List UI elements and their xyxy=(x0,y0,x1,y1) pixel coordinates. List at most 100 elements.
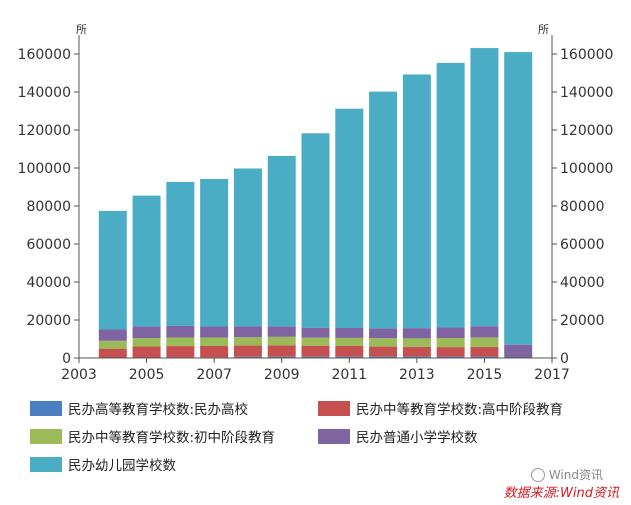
y-tick-label-right: 20000 xyxy=(560,313,605,329)
bar-segment-2011-s3 xyxy=(335,327,364,338)
y-tick-label-right: 100000 xyxy=(560,161,613,177)
bar-segment-2014-s3 xyxy=(436,327,465,338)
bar-segment-2015-s2 xyxy=(470,337,499,347)
bar-segment-2008-s1 xyxy=(233,345,262,357)
bar-segment-2012-s0 xyxy=(369,356,398,358)
y-unit-label-left: 所 xyxy=(76,23,87,36)
bar-segment-2006-s3 xyxy=(166,325,195,338)
bar-segment-2008-s3 xyxy=(233,326,262,338)
legend-item-high-school: 民办中等教育学校数:高中阶段教育 xyxy=(318,398,563,418)
legend-label: 民办幼儿园学校数 xyxy=(68,458,176,474)
bar-segment-2016-s3 xyxy=(504,344,533,358)
bar-segment-2014-s4 xyxy=(436,62,465,328)
y-tick-label-right: 160000 xyxy=(560,47,613,63)
bar-segment-2005-s4 xyxy=(132,195,161,327)
bar-segment-2010-s1 xyxy=(301,345,330,357)
bars-layer xyxy=(98,48,533,358)
legend-label: 民办普通小学学校数 xyxy=(356,430,478,446)
x-tick-label: 2011 xyxy=(331,367,367,383)
y-tick-label-left: 40000 xyxy=(26,275,71,291)
y-tick-label-left: 140000 xyxy=(18,85,71,101)
bar-segment-2011-s4 xyxy=(335,108,364,328)
bar-segment-2005-s2 xyxy=(132,338,161,347)
legend-swatch xyxy=(318,400,350,416)
bar-segment-2011-s0 xyxy=(335,356,364,358)
bar-segment-2008-s0 xyxy=(233,356,262,358)
bar-segment-2013-s4 xyxy=(402,74,431,329)
bar-segment-2007-s3 xyxy=(200,326,229,338)
bar-segment-2015-s4 xyxy=(470,48,499,327)
x-tick-label: 2015 xyxy=(467,367,503,383)
legend-label: 民办中等教育学校数:高中阶段教育 xyxy=(356,402,564,418)
y-tick-label-right: 40000 xyxy=(560,275,605,291)
bar-segment-2009-s4 xyxy=(267,155,296,327)
bar-segment-2010-s2 xyxy=(301,337,330,346)
y-unit-label-right: 所 xyxy=(538,23,549,36)
bar-segment-2007-s2 xyxy=(200,337,229,347)
y-tick-label-right: 140000 xyxy=(560,85,613,101)
y-tick-label-right: 80000 xyxy=(560,199,605,215)
bar-segment-2004-s2 xyxy=(98,340,127,349)
watermark-text: Wind资讯 xyxy=(548,468,603,482)
y-tick-label-left: 20000 xyxy=(26,313,71,329)
y-tick-label-left: 160000 xyxy=(18,47,71,63)
bar-segment-2011-s2 xyxy=(335,337,364,347)
bar-segment-2016-s4 xyxy=(504,52,533,345)
bar-segment-2004-s4 xyxy=(98,210,127,330)
legend-label: 民办高等教育学校数:民办高校 xyxy=(68,402,249,418)
bar-segment-2006-s1 xyxy=(166,346,195,358)
bar-segment-2012-s4 xyxy=(369,91,398,329)
bar-segment-2011-s1 xyxy=(335,346,364,357)
legend-swatch xyxy=(318,428,350,444)
x-tick-label: 2017 xyxy=(534,367,570,383)
bar-segment-2007-s4 xyxy=(200,179,229,327)
legend-item-primary: 民办普通小学学校数 xyxy=(318,426,478,446)
axes-layer: 0 0 20000 20000 40000 40000 60000 60000 80000 800… xyxy=(18,23,614,383)
bar-segment-2004-s1 xyxy=(98,348,127,358)
bar-segment-2005-s1 xyxy=(132,346,161,358)
y-tick-label-right: 120000 xyxy=(560,123,613,139)
bar-segment-2010-s4 xyxy=(301,133,330,328)
bar-segment-2013-s1 xyxy=(402,346,431,357)
legend-swatch xyxy=(30,456,62,472)
bar-segment-2004-s3 xyxy=(98,329,127,341)
bar-segment-2006-s2 xyxy=(166,337,195,347)
bar-segment-2008-s2 xyxy=(233,337,262,346)
y-tick-label-left: 100000 xyxy=(18,161,71,177)
x-tick-label: 2013 xyxy=(399,367,435,383)
y-tick-label-left: 60000 xyxy=(26,237,71,253)
bar-segment-2012-s3 xyxy=(369,328,398,339)
bar-segment-2015-s0 xyxy=(470,356,499,358)
legend-item-university: 民办高等教育学校数:民办高校 xyxy=(30,398,248,418)
y-tick-label-left: 0 xyxy=(62,351,71,367)
bar-segment-2005-s3 xyxy=(132,326,161,339)
bar-segment-2010-s0 xyxy=(301,356,330,358)
bar-segment-2014-s0 xyxy=(436,356,465,358)
legend-label: 民办中等教育学校数:初中阶段教育 xyxy=(68,430,276,446)
legend-item-kindergarten: 民办幼儿园学校数 xyxy=(30,454,176,474)
bar-segment-2015-s3 xyxy=(470,326,499,338)
legend-swatch xyxy=(30,428,62,444)
bar-segment-2009-s3 xyxy=(267,326,296,337)
bar-segment-2012-s2 xyxy=(369,338,398,347)
bar-segment-2015-s1 xyxy=(470,346,499,357)
bar-segment-2013-s2 xyxy=(402,338,431,347)
x-tick-label: 2005 xyxy=(129,367,165,383)
bar-segment-2009-s0 xyxy=(267,356,296,358)
chart: 0 0 20000 20000 40000 40000 60000 60000 80000 800… xyxy=(18,23,614,383)
watermark: Wind资讯 xyxy=(530,466,603,483)
bar-segment-2006-s4 xyxy=(166,181,195,326)
bar-segment-2013-s0 xyxy=(402,356,431,358)
bar-segment-2014-s1 xyxy=(436,347,465,357)
bar-segment-2012-s1 xyxy=(369,346,398,357)
bar-segment-2013-s3 xyxy=(402,328,431,339)
bar-segment-2009-s1 xyxy=(267,345,296,357)
y-tick-label-left: 80000 xyxy=(26,199,71,215)
wechat-icon xyxy=(530,467,545,482)
bar-segment-2009-s2 xyxy=(267,336,296,346)
bar-segment-2010-s3 xyxy=(301,327,330,338)
bar-segment-2007-s1 xyxy=(200,346,229,358)
y-tick-label-right: 0 xyxy=(560,351,569,367)
legend-item-junior-high: 民办中等教育学校数:初中阶段教育 xyxy=(30,426,275,446)
x-tick-label: 2007 xyxy=(196,367,232,383)
